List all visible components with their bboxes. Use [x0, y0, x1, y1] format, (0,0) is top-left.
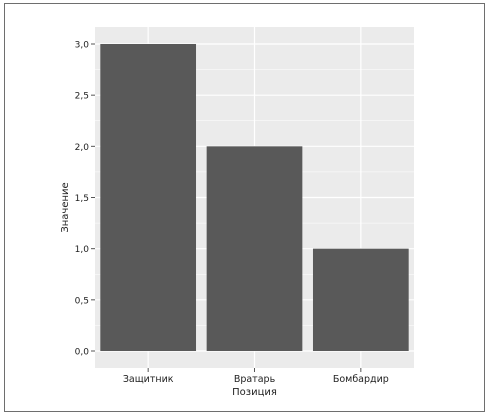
y-tick-label: 0,0 — [75, 348, 90, 358]
y-tick-label: 2,0 — [75, 143, 90, 153]
x-tick-label: Защитник — [123, 374, 174, 385]
bar — [206, 146, 303, 351]
x-tick-label: Бомбардир — [333, 374, 389, 385]
y-axis: 0,0 0,5 1,0 1,5 2,0 2,5 3,0 — [75, 41, 95, 358]
x-tick-label: Вратарь — [234, 374, 276, 385]
x-axis: Защитник Вратарь Бомбардир — [123, 368, 389, 385]
y-tick-label: 3,0 — [75, 41, 90, 51]
bar — [312, 248, 409, 351]
y-tick-label: 1,0 — [75, 245, 90, 255]
y-tick-label: 2,5 — [75, 92, 89, 102]
bars — [100, 44, 409, 351]
y-tick-label: 0,5 — [75, 296, 89, 306]
y-tick-label: 1,5 — [75, 194, 89, 204]
bar — [100, 44, 197, 351]
y-axis-title: Значение — [60, 182, 71, 232]
x-axis-title: Позиция — [232, 387, 277, 398]
